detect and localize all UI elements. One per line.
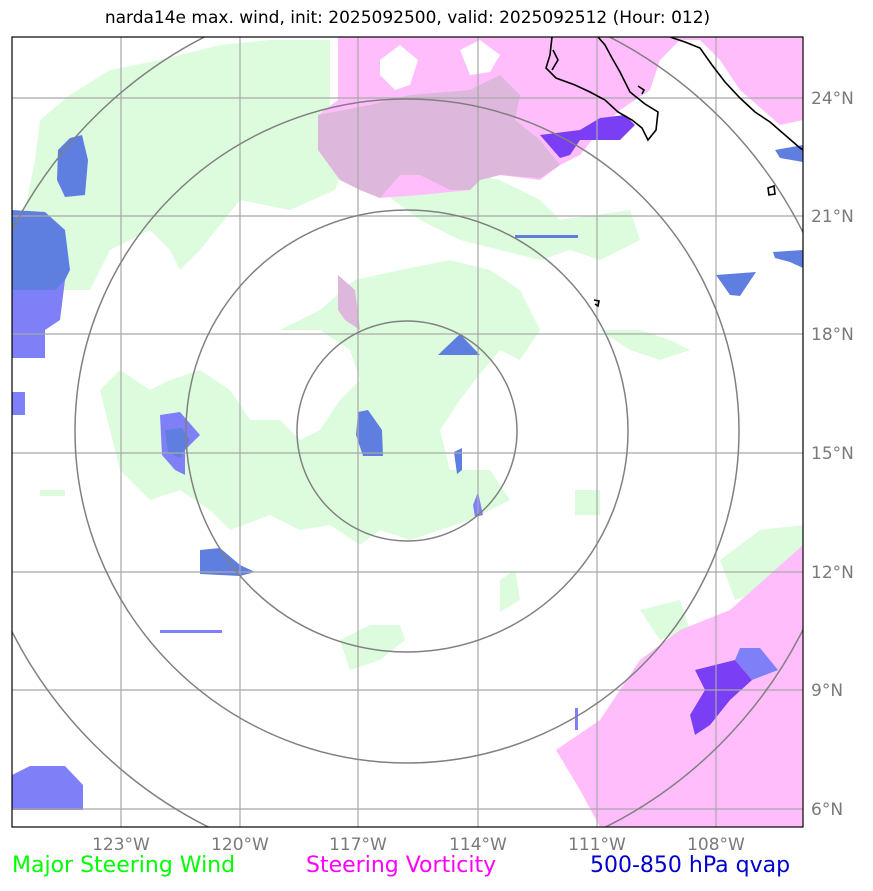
qvap-region-e3 [775, 145, 803, 162]
coastline [545, 37, 803, 308]
qvap-line-1 [160, 630, 222, 633]
qvap-region-ne [540, 115, 635, 158]
wind-region-small-south [340, 625, 405, 670]
lon-label-117w: 117°W [329, 835, 387, 855]
lat-label-21n: 21°N [811, 207, 854, 227]
wind-region-small-5 [40, 490, 65, 496]
vorticity-hole-1 [380, 45, 418, 90]
range-rings [12, 37, 803, 827]
lat-label-15n: 15°N [811, 444, 854, 464]
qvap-region-e2 [773, 250, 803, 268]
range-ring-1 [296, 320, 518, 542]
vorticity-hole-2 [460, 40, 500, 75]
legend-steering-vorticity: Steering Vorticity [306, 853, 497, 878]
qvap-region-e1 [716, 272, 756, 296]
legend-steering-wind: Major Steering Wind [12, 853, 236, 878]
qvap-region-se-light [735, 648, 778, 680]
qvap-region-se [690, 660, 752, 735]
qvap-region-ne-band [515, 235, 578, 238]
latitude-tick-labels: 24°N 21°N 18°N 15°N 12°N 9°N 6°N [811, 89, 854, 820]
lat-label-9n: 9°N [811, 681, 843, 701]
wind-region-small-2 [500, 570, 520, 612]
qvap-region-w1-core [165, 428, 190, 458]
vorticity-overlap-north [318, 75, 560, 198]
wind-region-north [25, 40, 350, 290]
qvap-region-sw [12, 766, 83, 810]
map-gridlines [12, 37, 803, 827]
qvap-region-center [356, 410, 383, 456]
qvap-areas [12, 115, 803, 810]
vorticity-region-center [338, 275, 360, 330]
steering-vorticity-areas [318, 37, 803, 827]
qvap-region-west-small [12, 392, 25, 415]
vorticity-region-southeast [556, 545, 803, 827]
plot-frame [11, 36, 804, 828]
qvap-region-center-tri [438, 334, 480, 355]
qvap-line-2 [575, 708, 578, 730]
qvap-region-center-small [454, 448, 462, 474]
wind-region-southeast [720, 525, 803, 600]
steering-wind-areas [25, 40, 803, 670]
legend-qvap: 500-850 hPa qvap [590, 853, 791, 878]
longitude-tick-labels: 123°W 120°W 117°W 114°W 111°W 108°W [92, 835, 745, 855]
wind-region-small-4 [640, 600, 690, 640]
map-title: narda14e max. wind, init: 2025092500, va… [104, 8, 711, 28]
qvap-region-west-lower [12, 280, 65, 358]
wind-region-east [600, 330, 690, 360]
lon-label-108w: 108°W [687, 835, 745, 855]
lon-label-111w: 111°W [568, 835, 626, 855]
lat-label-18n: 18°N [811, 325, 854, 345]
wind-region-center [100, 260, 540, 545]
lon-label-123w: 123°W [92, 835, 150, 855]
qvap-region-w2 [200, 548, 255, 576]
wind-region-small-3 [575, 490, 600, 515]
range-ring-2 [185, 209, 629, 653]
lon-label-120w: 120°W [211, 835, 269, 855]
lat-label-6n: 6°N [811, 800, 843, 820]
range-ring-3 [74, 98, 740, 764]
lat-label-24n: 24°N [811, 89, 854, 109]
lon-label-114w: 114°W [449, 835, 507, 855]
lat-label-12n: 12°N [811, 563, 854, 583]
